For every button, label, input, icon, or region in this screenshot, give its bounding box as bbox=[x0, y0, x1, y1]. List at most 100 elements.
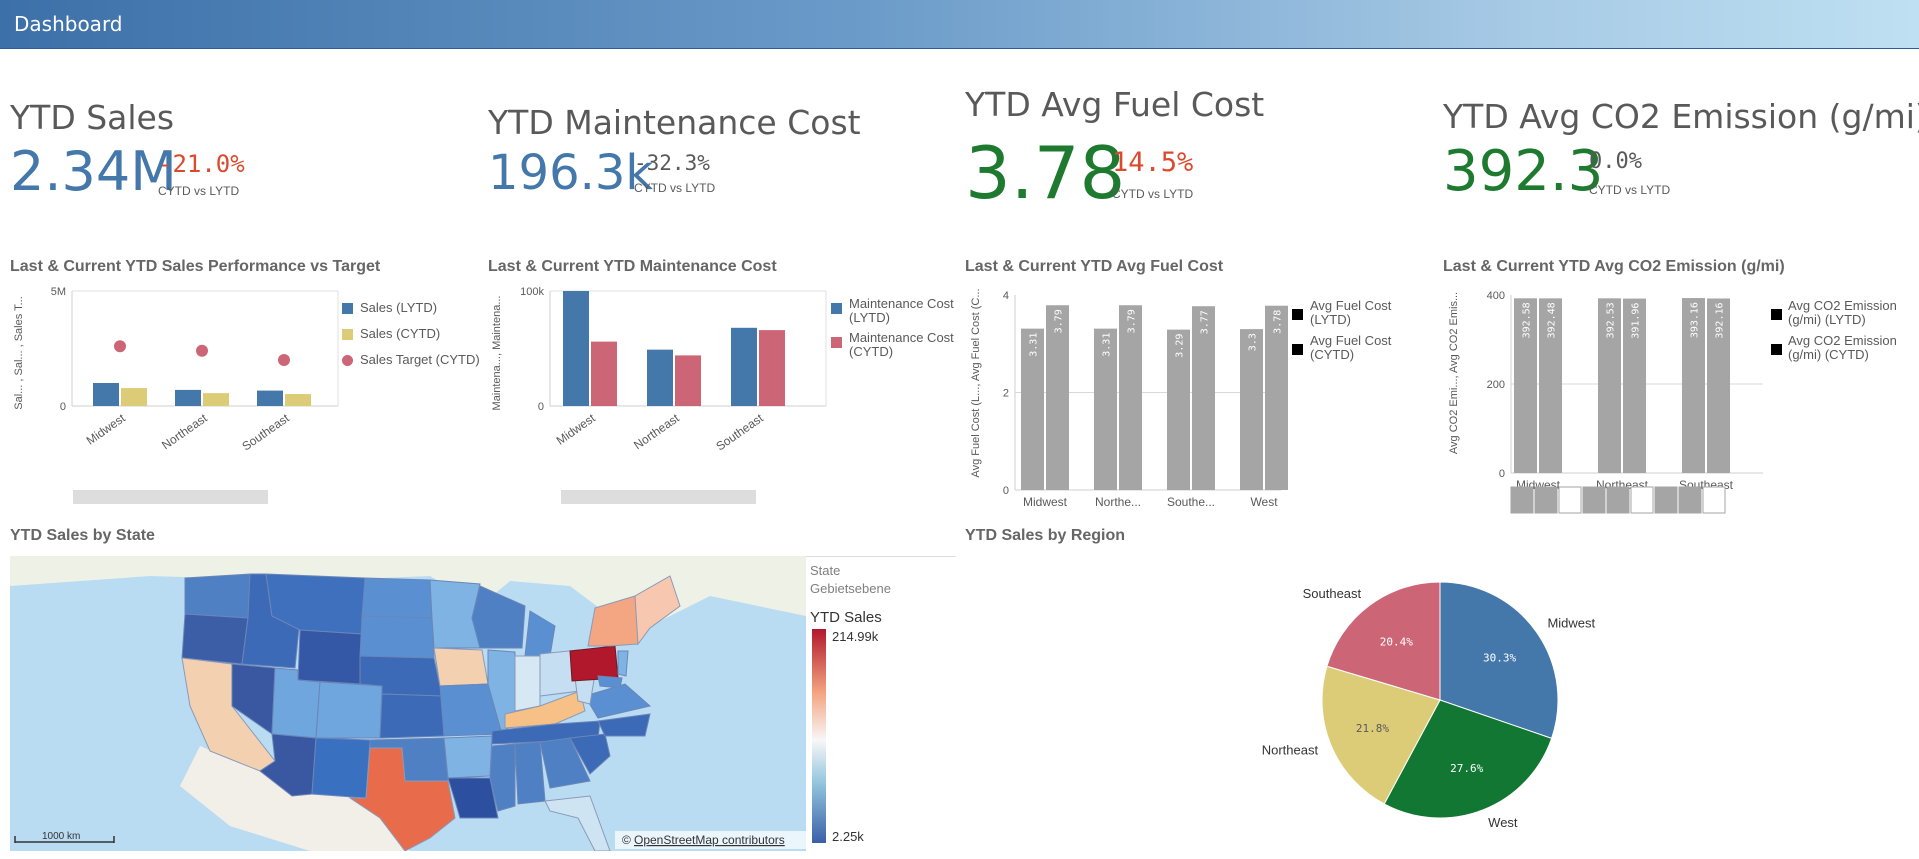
horizontal-scrollbar[interactable] bbox=[73, 490, 268, 504]
attribution-link[interactable]: OpenStreetMap contributors bbox=[634, 833, 785, 847]
state-iowa[interactable] bbox=[433, 647, 489, 687]
kpi-value: 392.3 bbox=[1443, 139, 1604, 204]
state-alabama[interactable] bbox=[514, 741, 546, 805]
state-north-carolina[interactable] bbox=[597, 713, 651, 737]
state-south-dakota[interactable] bbox=[359, 615, 435, 659]
kpi-ytd-avg-fuel-cost[interactable]: YTD Avg Fuel Cost 3.78 14.5% CYTD vs LYT… bbox=[965, 85, 1425, 215]
state-texas[interactable] bbox=[348, 747, 456, 851]
mexico-land bbox=[180, 746, 410, 851]
mini-scroll-cell[interactable] bbox=[1582, 486, 1606, 514]
bar-cytd bbox=[1539, 298, 1562, 473]
x-category-label: Southe... bbox=[1167, 495, 1215, 509]
y-tick-label: 0 bbox=[1003, 485, 1009, 497]
page-title: Dashboard bbox=[14, 12, 123, 36]
maintenance-cost-chart[interactable]: Maintena..., Maintena... 0 100k Midwest No… bbox=[488, 283, 958, 508]
state-oregon[interactable] bbox=[181, 613, 249, 665]
kpi-ytd-maintenance-cost[interactable]: YTD Maintenance Cost 196.3k -32.3% CYTD … bbox=[488, 103, 948, 213]
state-pennsylvania[interactable] bbox=[569, 645, 619, 682]
state-maryland[interactable] bbox=[597, 675, 623, 689]
state-wisconsin[interactable] bbox=[471, 585, 526, 649]
state-georgia[interactable] bbox=[539, 737, 591, 789]
state-louisiana[interactable] bbox=[447, 777, 499, 819]
avg-fuel-cost-svg[interactable]: Avg Fuel Cost (L..., Avg Fuel Cost (C...… bbox=[965, 283, 1435, 523]
kpi-ytd-sales[interactable]: YTD Sales 2.34M -21.0% CYTD vs LYTD bbox=[10, 98, 470, 208]
state-wyoming[interactable] bbox=[297, 629, 363, 685]
pie-slice-southeast[interactable] bbox=[1326, 581, 1441, 701]
map-scale-bar: 1000 km bbox=[14, 831, 115, 843]
sales-by-state-map[interactable]: 1000 km © OpenStreetMap contributors bbox=[10, 556, 806, 851]
pie-category-label: Northeast bbox=[1262, 743, 1319, 758]
target-point bbox=[196, 344, 208, 357]
maintenance-cost-svg[interactable]: Maintena..., Maintena... 0 100k Midwest No… bbox=[488, 283, 958, 508]
state-arkansas[interactable] bbox=[443, 735, 493, 779]
mini-scroll-cell[interactable] bbox=[1606, 486, 1630, 514]
legend-label-text: Avg CO2 Emission (g/mi) (LYTD) bbox=[1788, 298, 1897, 327]
legend-label-co2-lytd: Avg CO2 Emission (g/mi) (LYTD) bbox=[1788, 299, 1908, 327]
bar-lytd bbox=[1240, 329, 1263, 490]
bar-lytd bbox=[1167, 329, 1190, 490]
state-florida[interactable] bbox=[544, 795, 611, 851]
kpi-title: YTD Avg Fuel Cost bbox=[965, 85, 1265, 124]
kpi-ytd-avg-co2-emission[interactable]: YTD Avg CO2 Emission (g/mi) 392.3 0.0% C… bbox=[1443, 97, 1919, 212]
pie-svg[interactable]: 30.3% Midwest 27.6% West 21.8% Northeast 20.4%… bbox=[1200, 560, 1620, 850]
mini-scroll-cell[interactable] bbox=[1534, 486, 1558, 514]
legend-label-text: Maintenance Cost (LYTD) bbox=[849, 296, 954, 325]
app-header: Dashboard bbox=[0, 0, 1919, 49]
pie-slice-midwest[interactable] bbox=[1439, 581, 1559, 739]
legend-max-label: 214.99k bbox=[832, 629, 879, 644]
bar-value-label: 3.79 bbox=[1127, 309, 1138, 333]
sales-performance-chart[interactable]: Sal... , Sal... , Sales T... 0 5M Midwest… bbox=[10, 283, 480, 508]
state-washington[interactable] bbox=[184, 573, 251, 619]
state-kentucky[interactable] bbox=[504, 690, 586, 729]
state-north-dakota[interactable] bbox=[361, 577, 433, 619]
legend-label-sales-cytd: Sales (CYTD) bbox=[360, 326, 441, 341]
x-category-label: Northeast bbox=[159, 411, 210, 453]
bar-value-label: 3.29 bbox=[1175, 334, 1186, 358]
mini-scroll-cell[interactable] bbox=[1630, 486, 1654, 514]
map-title: YTD Sales by State bbox=[10, 527, 155, 544]
bar-cytd bbox=[1707, 298, 1730, 473]
pie-slice-northeast[interactable] bbox=[1321, 665, 1441, 805]
bar-cytd bbox=[759, 330, 785, 406]
mini-scroll-cell[interactable] bbox=[1678, 486, 1702, 514]
mini-chart-scrollbar[interactable] bbox=[1510, 486, 1726, 514]
kpi-delta: -21.0% bbox=[158, 150, 245, 178]
target-point bbox=[278, 354, 290, 366]
sales-by-region-pie[interactable]: 30.3% Midwest 27.6% West 21.8% Northeast 20.4%… bbox=[1200, 560, 1620, 850]
legend-swatch-sales-target bbox=[342, 355, 353, 366]
avg-co2-emission-chart[interactable]: Avg CO2 Emi..., Avg CO2 Emis... 0 200 400 … bbox=[1443, 283, 1913, 523]
pie-category-label: West bbox=[1488, 815, 1518, 830]
map-canvas[interactable]: 1000 km © OpenStreetMap contributors bbox=[10, 556, 806, 851]
bar-value-label: 3.31 bbox=[1029, 333, 1040, 357]
horizontal-scrollbar[interactable] bbox=[561, 490, 756, 504]
bar-cytd bbox=[203, 393, 229, 406]
legend-layer-sublabel: Gebietsebene bbox=[810, 581, 891, 596]
state-kansas[interactable] bbox=[379, 693, 445, 739]
pie-percent-label: 27.6% bbox=[1450, 762, 1483, 775]
state-new-england[interactable] bbox=[634, 575, 681, 646]
pie-slice-west[interactable] bbox=[1383, 699, 1553, 819]
legend-swatch-sales-lytd bbox=[342, 303, 353, 314]
state-colorado[interactable] bbox=[315, 681, 383, 739]
state-new-mexico[interactable] bbox=[311, 737, 371, 799]
mini-scroll-cell[interactable] bbox=[1558, 486, 1582, 514]
avg-co2-emission-svg[interactable]: Avg CO2 Emi..., Avg CO2 Emis... 0200400 … bbox=[1443, 283, 1913, 523]
pie-category-label: Southeast bbox=[1303, 586, 1362, 601]
us-states[interactable] bbox=[181, 573, 681, 851]
sales-performance-svg[interactable]: Sal... , Sal... , Sales T... 0 5M Midwest… bbox=[10, 283, 480, 508]
x-category-label: Southeast bbox=[713, 411, 766, 454]
state-indiana[interactable] bbox=[514, 655, 541, 712]
mini-scroll-cell[interactable] bbox=[1654, 486, 1678, 514]
state-new-jersey[interactable] bbox=[617, 650, 629, 677]
mini-scroll-cell[interactable] bbox=[1702, 486, 1726, 514]
state-south-carolina[interactable] bbox=[569, 733, 611, 775]
bar-value-label: 3.77 bbox=[1200, 310, 1211, 334]
state-mississippi[interactable] bbox=[489, 743, 516, 812]
legend-label-maintenance-lytd: Maintenance Cost (LYTD) bbox=[849, 297, 959, 325]
avg-fuel-cost-chart[interactable]: Avg Fuel Cost (L..., Avg Fuel Cost (C...… bbox=[965, 283, 1435, 523]
attribution-background bbox=[615, 831, 806, 849]
pie-percent-label: 21.8% bbox=[1356, 722, 1389, 735]
legend-swatch-co2-cytd bbox=[1771, 344, 1782, 355]
state-virginia[interactable] bbox=[584, 683, 652, 719]
mini-scroll-cell[interactable] bbox=[1510, 486, 1534, 514]
